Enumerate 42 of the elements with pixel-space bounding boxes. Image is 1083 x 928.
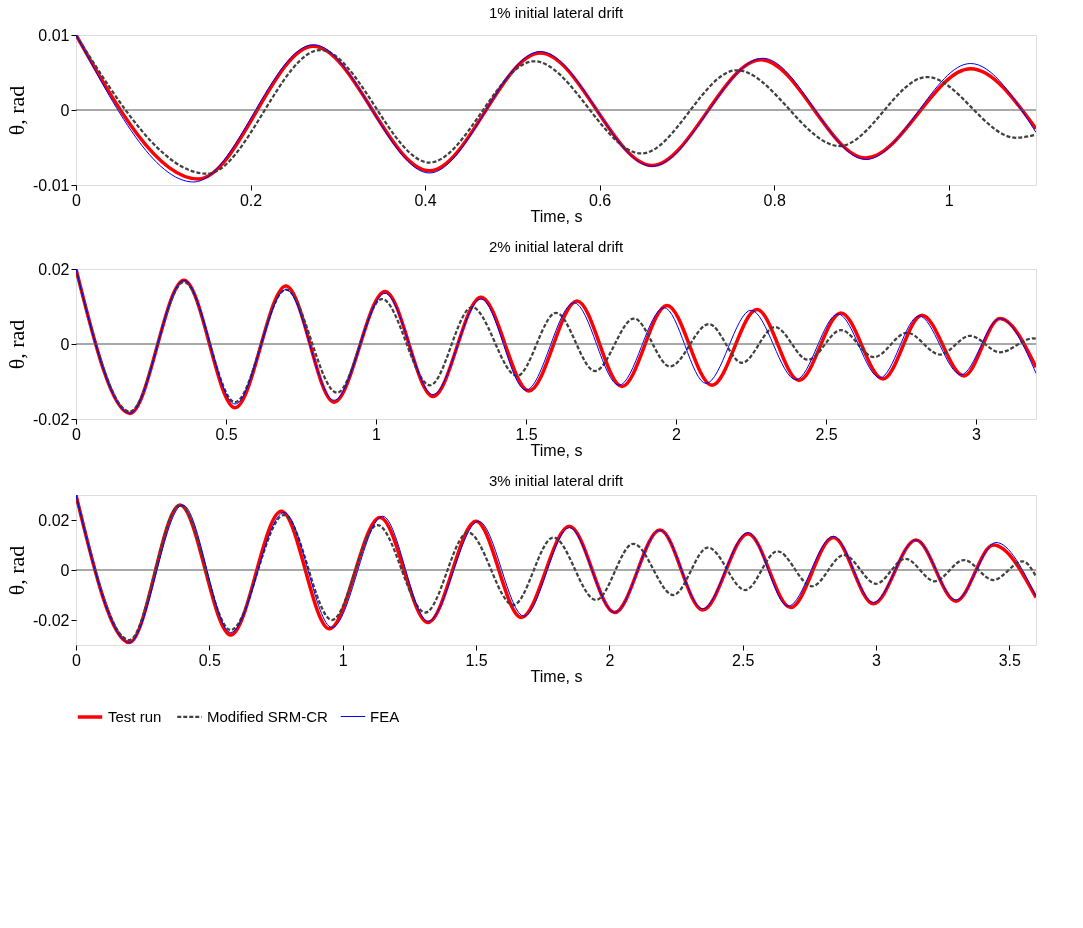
x-tick-label: 0.5 [215,425,238,443]
y-axis-title: θ, rad [4,85,30,136]
x-tick-label: 0.8 [763,191,786,209]
y-tick-label: 0 [60,561,70,579]
x-tick-label: 2 [605,651,615,669]
x-tick-label: 1.5 [465,651,488,669]
legend-label: Test run [108,708,162,725]
x-tick-label: 2.5 [732,651,755,669]
legend-label: FEA [370,707,400,725]
y-axis-title: θ, rad [4,319,30,370]
y-tick-label: 0.01 [38,26,70,44]
x-tick-label: 0.2 [239,191,263,209]
y-tick-label: -0.02 [33,410,70,428]
x-tick-label: 0 [72,651,82,669]
chart-title: 3% initial lateral drift [488,472,624,489]
chart-title: 2% initial lateral drift [488,238,624,255]
y-tick-label: -0.01 [33,176,70,194]
y-tick-label: 0 [60,335,70,353]
x-tick-label: 0.4 [414,191,437,209]
x-tick-label: 0 [72,425,82,443]
x-tick-label: 0 [72,191,82,209]
x-tick-label: 2.5 [815,425,838,443]
legend-label: Modified SRM-CR [207,707,329,725]
y-tick-label: -0.02 [33,611,70,629]
y-axis-title: θ, rad [4,545,30,596]
x-tick-label: 1.5 [515,425,538,443]
x-tick-label: 0.5 [198,651,222,669]
x-axis-title: Time, s [530,667,583,685]
x-axis-title: Time, s [530,441,583,459]
y-tick-label: 0 [60,101,70,119]
y-tick-label: 0.02 [38,260,70,278]
x-tick-label: 3.5 [998,651,1022,669]
x-tick-label: 3 [872,651,882,669]
x-tick-label: 1 [338,651,348,669]
x-tick-label: 1 [944,191,954,209]
y-tick-label: 0.02 [38,511,70,529]
x-tick-label: 0.6 [589,191,612,209]
x-tick-label: 2 [672,425,682,443]
x-axis-title: Time, s [530,207,583,225]
x-tick-label: 3 [972,425,982,443]
chart-title: 1% initial lateral drift [488,4,624,21]
x-tick-label: 1 [372,425,382,443]
